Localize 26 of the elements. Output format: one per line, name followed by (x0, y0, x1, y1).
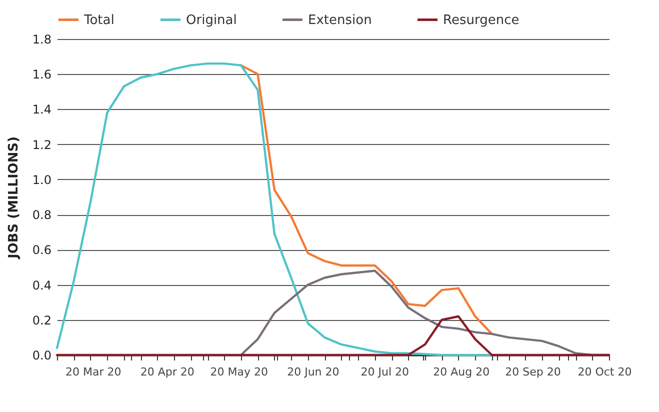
y-axis-title: JOBS (MILLIONS) (6, 136, 22, 260)
legend-label: Resurgence (443, 12, 520, 28)
x-tick-label: 20 Sep 20 (505, 366, 561, 378)
line-series (56, 315, 610, 356)
y-tick-label: 0.0 (32, 348, 52, 362)
y-tick-label: 1.0 (32, 172, 52, 187)
y-tick-label: 1.6 (32, 68, 52, 82)
legend-label: Original (186, 12, 237, 28)
y-tick-label: 0.8 (32, 208, 52, 222)
x-tick-label: 20 Mar 20 (65, 366, 122, 378)
y-tick-label: 0.6 (32, 243, 52, 258)
x-tick-label: 20 Jul 20 (360, 366, 410, 378)
x-tick-label: 20 May 20 (210, 366, 268, 378)
legend-label: Total (83, 12, 114, 28)
y-tick-label: 1.4 (32, 102, 52, 117)
line-series (240, 64, 494, 336)
y-tick-label: 0.4 (32, 278, 52, 292)
legend-label: Extension (308, 12, 372, 28)
y-tick-label: 1.2 (32, 138, 52, 152)
line-series (56, 62, 494, 356)
y-tick-label: 0.2 (32, 313, 52, 328)
x-tick-label: 20 Aug 20 (433, 366, 490, 378)
x-tick-label: 20 Oct 20 (578, 366, 632, 378)
x-tick-label: 20 Apr 20 (140, 366, 194, 378)
y-tick-label: 1.8 (32, 32, 52, 46)
x-tick-label: 20 Jun 20 (287, 366, 340, 378)
